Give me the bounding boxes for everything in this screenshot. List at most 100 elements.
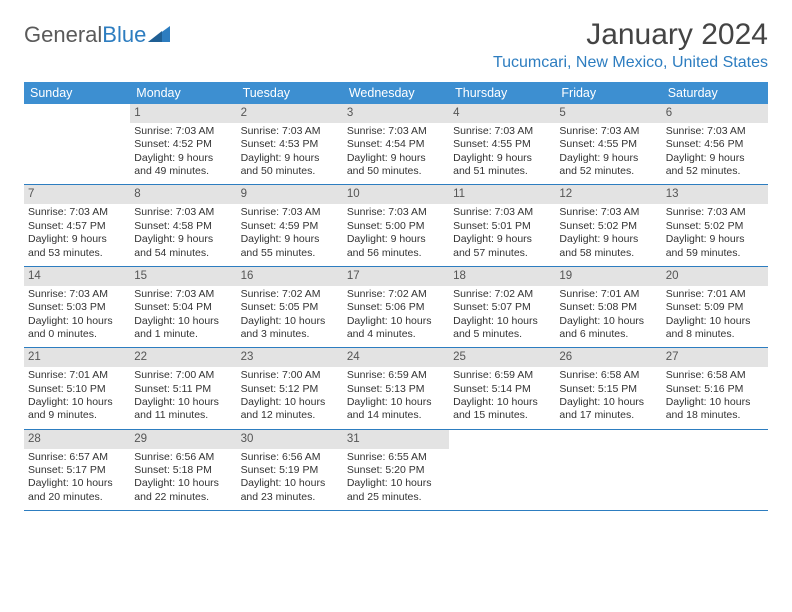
day-number: 18 (449, 267, 555, 286)
sunrise-text: Sunrise: 7:03 AM (559, 206, 657, 219)
sunset-text: Sunset: 5:05 PM (241, 301, 339, 314)
day-number: 30 (237, 430, 343, 449)
day-number: 6 (662, 104, 768, 123)
sunrise-text: Sunrise: 7:01 AM (666, 288, 764, 301)
sunrise-text: Sunrise: 7:01 AM (559, 288, 657, 301)
sunrise-text: Sunrise: 7:03 AM (559, 125, 657, 138)
day-cell (24, 104, 130, 184)
daylight-text: Daylight: 9 hours and 50 minutes. (347, 152, 445, 179)
week-row: 14Sunrise: 7:03 AMSunset: 5:03 PMDayligh… (24, 267, 768, 348)
sunset-text: Sunset: 5:09 PM (666, 301, 764, 314)
day-number: 21 (24, 348, 130, 367)
day-cell: 16Sunrise: 7:02 AMSunset: 5:05 PMDayligh… (237, 267, 343, 347)
day-number: 12 (555, 185, 661, 204)
day-number-empty (555, 430, 661, 448)
day-number: 2 (237, 104, 343, 123)
sunrise-text: Sunrise: 6:59 AM (453, 369, 551, 382)
sunset-text: Sunset: 4:53 PM (241, 138, 339, 151)
week-row: 21Sunrise: 7:01 AMSunset: 5:10 PMDayligh… (24, 348, 768, 429)
daylight-text: Daylight: 9 hours and 57 minutes. (453, 233, 551, 260)
daylight-text: Daylight: 10 hours and 4 minutes. (347, 315, 445, 342)
sunrise-text: Sunrise: 7:02 AM (347, 288, 445, 301)
day-number: 10 (343, 185, 449, 204)
daylight-text: Daylight: 10 hours and 8 minutes. (666, 315, 764, 342)
day-number: 9 (237, 185, 343, 204)
day-cell: 6Sunrise: 7:03 AMSunset: 4:56 PMDaylight… (662, 104, 768, 184)
day-cell: 12Sunrise: 7:03 AMSunset: 5:02 PMDayligh… (555, 185, 661, 265)
sunrise-text: Sunrise: 7:03 AM (666, 206, 764, 219)
daylight-text: Daylight: 9 hours and 49 minutes. (134, 152, 232, 179)
daylight-text: Daylight: 10 hours and 20 minutes. (28, 477, 126, 504)
day-cell: 7Sunrise: 7:03 AMSunset: 4:57 PMDaylight… (24, 185, 130, 265)
day-cell: 22Sunrise: 7:00 AMSunset: 5:11 PMDayligh… (130, 348, 236, 428)
sunset-text: Sunset: 4:52 PM (134, 138, 232, 151)
dow-cell: Wednesday (343, 82, 449, 104)
sunrise-text: Sunrise: 6:58 AM (666, 369, 764, 382)
sunset-text: Sunset: 5:17 PM (28, 464, 126, 477)
brand-logo: GeneralBlue (24, 18, 170, 48)
day-cell: 24Sunrise: 6:59 AMSunset: 5:13 PMDayligh… (343, 348, 449, 428)
sunrise-text: Sunrise: 6:56 AM (134, 451, 232, 464)
day-cell: 5Sunrise: 7:03 AMSunset: 4:55 PMDaylight… (555, 104, 661, 184)
daylight-text: Daylight: 9 hours and 53 minutes. (28, 233, 126, 260)
sunset-text: Sunset: 5:12 PM (241, 383, 339, 396)
sunset-text: Sunset: 5:08 PM (559, 301, 657, 314)
sunrise-text: Sunrise: 7:03 AM (28, 206, 126, 219)
sunrise-text: Sunrise: 6:57 AM (28, 451, 126, 464)
sunrise-text: Sunrise: 6:59 AM (347, 369, 445, 382)
day-cell: 21Sunrise: 7:01 AMSunset: 5:10 PMDayligh… (24, 348, 130, 428)
calendar: Sunday Monday Tuesday Wednesday Thursday… (24, 82, 768, 511)
daylight-text: Daylight: 10 hours and 3 minutes. (241, 315, 339, 342)
day-cell: 11Sunrise: 7:03 AMSunset: 5:01 PMDayligh… (449, 185, 555, 265)
sunset-text: Sunset: 5:03 PM (28, 301, 126, 314)
daylight-text: Daylight: 10 hours and 12 minutes. (241, 396, 339, 423)
day-cell: 30Sunrise: 6:56 AMSunset: 5:19 PMDayligh… (237, 430, 343, 510)
day-number: 5 (555, 104, 661, 123)
week-row: 28Sunrise: 6:57 AMSunset: 5:17 PMDayligh… (24, 430, 768, 511)
day-number: 22 (130, 348, 236, 367)
dow-cell: Friday (555, 82, 661, 104)
daylight-text: Daylight: 10 hours and 15 minutes. (453, 396, 551, 423)
sunrise-text: Sunrise: 7:02 AM (453, 288, 551, 301)
day-number: 1 (130, 104, 236, 123)
sunset-text: Sunset: 4:59 PM (241, 220, 339, 233)
day-number: 15 (130, 267, 236, 286)
sunset-text: Sunset: 5:02 PM (559, 220, 657, 233)
day-number: 3 (343, 104, 449, 123)
daylight-text: Daylight: 10 hours and 1 minute. (134, 315, 232, 342)
brand-part2: Blue (102, 22, 146, 48)
day-number-empty (449, 430, 555, 448)
sunset-text: Sunset: 4:57 PM (28, 220, 126, 233)
sunset-text: Sunset: 5:07 PM (453, 301, 551, 314)
sunset-text: Sunset: 5:18 PM (134, 464, 232, 477)
day-cell: 1Sunrise: 7:03 AMSunset: 4:52 PMDaylight… (130, 104, 236, 184)
daylight-text: Daylight: 9 hours and 59 minutes. (666, 233, 764, 260)
daylight-text: Daylight: 9 hours and 56 minutes. (347, 233, 445, 260)
sunrise-text: Sunrise: 7:00 AM (134, 369, 232, 382)
day-cell (449, 430, 555, 510)
daylight-text: Daylight: 9 hours and 51 minutes. (453, 152, 551, 179)
week-row: 7Sunrise: 7:03 AMSunset: 4:57 PMDaylight… (24, 185, 768, 266)
day-number: 24 (343, 348, 449, 367)
day-cell: 15Sunrise: 7:03 AMSunset: 5:04 PMDayligh… (130, 267, 236, 347)
dow-cell: Sunday (24, 82, 130, 104)
day-cell: 27Sunrise: 6:58 AMSunset: 5:16 PMDayligh… (662, 348, 768, 428)
sunrise-text: Sunrise: 6:58 AM (559, 369, 657, 382)
day-number: 25 (449, 348, 555, 367)
day-cell: 3Sunrise: 7:03 AMSunset: 4:54 PMDaylight… (343, 104, 449, 184)
daylight-text: Daylight: 9 hours and 52 minutes. (666, 152, 764, 179)
dow-cell: Saturday (662, 82, 768, 104)
daylight-text: Daylight: 9 hours and 50 minutes. (241, 152, 339, 179)
brand-triangle-icon (148, 22, 170, 48)
weeks-container: 1Sunrise: 7:03 AMSunset: 4:52 PMDaylight… (24, 104, 768, 511)
daylight-text: Daylight: 9 hours and 52 minutes. (559, 152, 657, 179)
day-cell: 2 Sunrise: 7:03 AMSunset: 4:53 PMDaylight… (237, 104, 343, 184)
sunset-text: Sunset: 5:00 PM (347, 220, 445, 233)
sunrise-text: Sunrise: 7:03 AM (28, 288, 126, 301)
day-number-empty (662, 430, 768, 448)
sunrise-text: Sunrise: 7:03 AM (241, 206, 339, 219)
sunrise-text: Sunrise: 7:03 AM (241, 125, 339, 138)
daylight-text: Daylight: 10 hours and 17 minutes. (559, 396, 657, 423)
sunset-text: Sunset: 5:04 PM (134, 301, 232, 314)
day-number: 11 (449, 185, 555, 204)
